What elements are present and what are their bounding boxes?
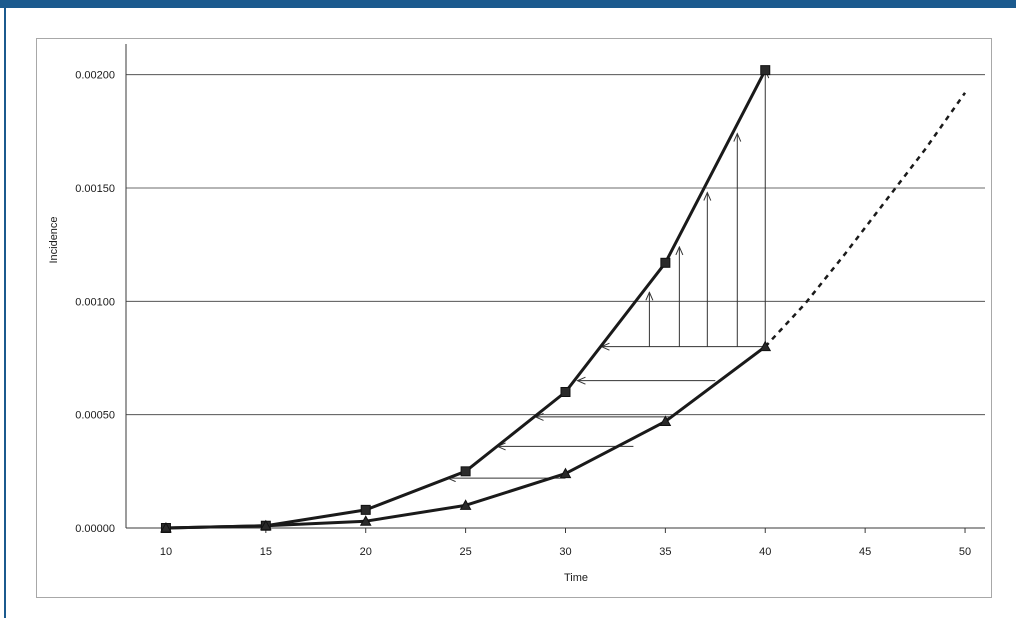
triangle-marker [459, 499, 472, 510]
square-marker [360, 504, 371, 515]
series-markers [160, 65, 772, 533]
grid-lines [126, 74, 985, 416]
triangle-marker [759, 340, 772, 352]
axes [125, 44, 985, 533]
series-1-line [165, 69, 767, 530]
square-marker [460, 466, 471, 477]
x-tick-label: 50 [959, 546, 971, 558]
x-tick-label: 35 [659, 546, 671, 558]
triangle-marker [659, 415, 672, 426]
x-tick-label: 25 [459, 546, 471, 558]
y-tick-label: 0.00200 [75, 70, 115, 82]
triangle-marker [259, 519, 272, 531]
square-marker [660, 257, 671, 268]
x-tick-label: 30 [559, 546, 571, 558]
header-bar [0, 0, 1016, 8]
y-tick-label: 0.00150 [75, 183, 115, 195]
x-tick-label: 20 [360, 546, 372, 558]
left-border-rule [4, 8, 6, 618]
chart-frame [36, 38, 992, 598]
y-tick-label: 0.00000 [75, 523, 115, 535]
x-tick-label: 40 [759, 546, 771, 558]
x-tick-label: 15 [260, 546, 272, 558]
tick-labels: 0.00000 0.00050 0.00100 0.00150 0.00200 10 15 2… [75, 70, 971, 558]
square-marker [560, 387, 571, 397]
triangle-marker [559, 467, 572, 479]
x-tick-label: 10 [160, 546, 172, 558]
y-axis-title: Incidence [48, 216, 60, 263]
triangle-marker [160, 521, 172, 533]
y-tick-label: 0.00050 [75, 410, 115, 422]
series-lines [165, 69, 967, 530]
triangle-marker [359, 515, 372, 526]
square-marker [760, 65, 771, 76]
x-tick-label: 45 [859, 546, 871, 558]
annotation-arrows [448, 70, 766, 478]
series-3-line [764, 92, 967, 348]
y-tick-label: 0.00100 [75, 296, 115, 308]
x-axis-title: Time [564, 572, 588, 584]
